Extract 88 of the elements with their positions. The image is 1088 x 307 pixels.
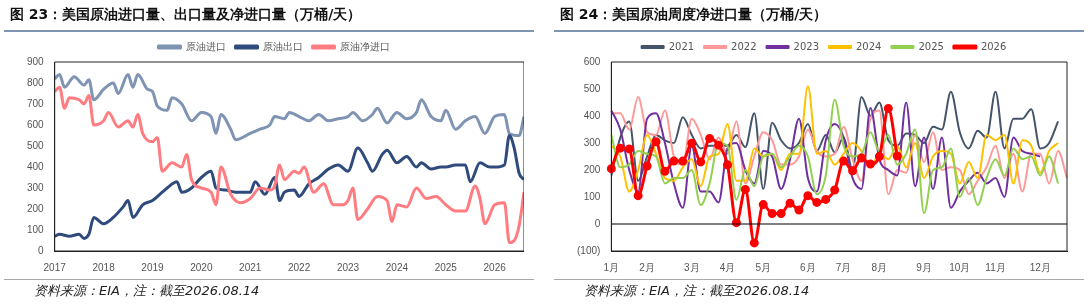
- point: [651, 137, 661, 147]
- x-tick-label: 3月: [683, 261, 700, 273]
- x-tick-label: 10月: [949, 261, 971, 273]
- point: [883, 103, 893, 113]
- x-tick-label: 2023: [336, 261, 360, 273]
- point: [660, 166, 670, 176]
- legend-label: 2022: [731, 40, 757, 52]
- y-tick-label: 800: [27, 76, 45, 88]
- y-tick-label: 200: [583, 163, 601, 175]
- x-tick-label: 2022: [287, 261, 311, 273]
- text: 资料来源：EIA，注：截至2026.08.14: [554, 279, 1084, 300]
- x-tick-label: 12月: [1029, 261, 1051, 273]
- point: [624, 144, 634, 154]
- x-tick-label: 2021: [239, 261, 262, 273]
- y-tick-label: 600: [583, 55, 601, 67]
- line-series: [54, 134, 524, 240]
- legend-label: 原油净进口: [339, 40, 390, 52]
- y-tick-label: 400: [583, 109, 601, 121]
- point: [865, 159, 875, 169]
- point: [821, 194, 831, 204]
- point: [857, 153, 867, 163]
- x-tick-label: 8月: [871, 261, 888, 273]
- point: [696, 157, 706, 167]
- point: [803, 191, 813, 201]
- point: [705, 133, 715, 143]
- y-tick-label: 0: [594, 217, 601, 229]
- legend-label: 2021: [668, 40, 695, 52]
- y-tick-label: 100: [583, 190, 601, 202]
- point: [740, 184, 750, 194]
- point: [758, 200, 768, 210]
- point: [776, 208, 786, 218]
- point: [687, 138, 697, 148]
- y-tick-label: (100): [576, 244, 601, 256]
- x-tick-label: 4月: [719, 261, 736, 273]
- point: [892, 151, 902, 161]
- y-tick-label: 200: [27, 202, 45, 214]
- point: [642, 161, 652, 171]
- legend-label: 原油出口: [262, 40, 303, 52]
- point: [794, 205, 804, 215]
- chart-title: 图 23：美国原油进口量、出口量及净进口量（万桶/天）: [4, 0, 534, 32]
- y-tick-label: 100: [27, 223, 45, 235]
- point: [669, 156, 679, 166]
- x-tick-label: 5月: [755, 261, 772, 273]
- point: [722, 160, 732, 170]
- legend-label: 2023: [793, 40, 819, 52]
- point: [633, 191, 643, 201]
- point: [830, 185, 840, 195]
- line-series: [54, 85, 524, 245]
- point: [848, 166, 858, 176]
- x-tick-label: 2024: [385, 261, 409, 273]
- x-tick-label: 2025: [434, 261, 458, 273]
- legend-label: 2024: [856, 40, 882, 52]
- y-tick-label: 300: [27, 181, 45, 193]
- x-tick-label: 2020: [190, 261, 213, 273]
- x-tick-label: 2026: [483, 261, 507, 273]
- point: [874, 152, 884, 161]
- point: [615, 143, 625, 153]
- point: [812, 197, 822, 207]
- y-tick-label: 700: [27, 97, 45, 109]
- point: [714, 140, 724, 150]
- point: [678, 156, 688, 166]
- x-tick-label: 1月: [603, 261, 620, 273]
- x-tick-label: 11月: [985, 261, 1006, 273]
- point: [785, 198, 795, 208]
- line-series: [54, 73, 524, 142]
- y-tick-label: 300: [583, 136, 601, 148]
- text: 资料来源：EIA，注：截至2026.08.14: [4, 279, 534, 300]
- point: [767, 208, 777, 218]
- legend-label: 2025: [918, 40, 944, 52]
- y-tick-label: 600: [27, 118, 45, 130]
- y-tick-label: 500: [27, 139, 45, 151]
- chart-title: 图 24：美国原油周度净进口量（万桶/天）: [554, 0, 1084, 32]
- x-tick-label: 2017: [43, 261, 67, 273]
- point: [839, 156, 849, 166]
- x-tick-label: 2019: [141, 261, 165, 273]
- legend-label: 2026: [980, 40, 1007, 52]
- y-tick-label: 900: [27, 55, 45, 67]
- point: [606, 164, 616, 174]
- x-tick-label: 2018: [92, 261, 116, 273]
- y-tick-label: 500: [583, 82, 601, 94]
- y-tick-label: 0: [38, 244, 45, 256]
- x-tick-label: 2月: [639, 261, 655, 273]
- x-tick-label: 7月: [835, 261, 852, 273]
- point: [749, 238, 759, 248]
- x-tick-label: 9月: [916, 261, 932, 273]
- y-tick-label: 400: [27, 160, 45, 172]
- x-tick-label: 6月: [800, 261, 816, 273]
- legend-label: 原油进口: [185, 40, 226, 52]
